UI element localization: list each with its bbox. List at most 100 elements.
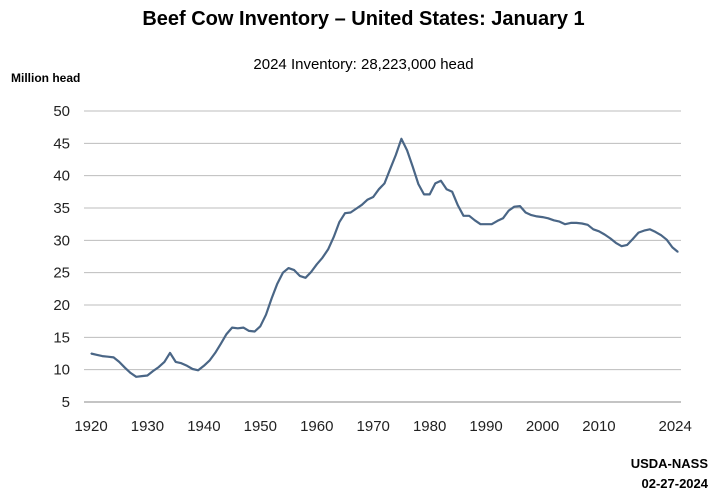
data-point [304, 277, 307, 279]
y-axis-label: Million head [11, 71, 81, 85]
data-point [666, 239, 668, 241]
data-point [609, 237, 611, 239]
data-point [107, 356, 109, 358]
data-point [626, 244, 628, 246]
data-point [598, 230, 600, 232]
data-point [361, 204, 363, 206]
data-point [101, 355, 103, 357]
data-point [395, 154, 397, 156]
data-point [445, 188, 448, 190]
data-point [276, 283, 278, 285]
chart-title: Beef Cow Inventory – United States: Janu… [142, 8, 585, 30]
data-point [615, 242, 617, 244]
data-point [197, 369, 199, 371]
data-point [366, 198, 369, 201]
y-tick-label: 25 [53, 265, 70, 282]
data-point [558, 220, 561, 223]
data-point [632, 238, 634, 240]
data-point [491, 223, 493, 225]
data-point [378, 188, 380, 190]
data-point [468, 215, 470, 217]
data-point [220, 343, 222, 345]
x-tick-label: 2000 [526, 418, 559, 435]
data-point [242, 327, 244, 329]
x-tick-label: 1920 [74, 418, 107, 435]
y-tick-label: 45 [53, 135, 70, 152]
data-point [350, 211, 352, 214]
data-point [671, 246, 673, 249]
x-tick-label: 1960 [300, 418, 333, 435]
data-point [417, 183, 419, 185]
data-point [479, 223, 482, 225]
data-point [237, 327, 239, 329]
x-tick-label: 1980 [413, 418, 446, 435]
data-point [180, 362, 182, 364]
data-point [564, 223, 566, 225]
data-point [225, 333, 228, 335]
y-tick-label: 40 [53, 168, 70, 185]
data-point [203, 365, 205, 367]
data-point [96, 354, 98, 356]
data-point [412, 166, 414, 168]
data-point [496, 220, 498, 222]
source-date: 02-27-2024 [641, 476, 709, 491]
y-tick-label: 15 [53, 329, 70, 346]
data-point [389, 168, 391, 170]
data-point [587, 224, 589, 226]
data-point [372, 196, 374, 198]
data-point [547, 217, 549, 219]
data-point [525, 211, 527, 214]
data-point [231, 327, 233, 329]
data-point [536, 215, 538, 218]
data-point [400, 138, 403, 140]
data-point [508, 209, 510, 212]
y-tick-label: 20 [53, 297, 70, 314]
data-point [530, 214, 532, 216]
data-point [654, 231, 657, 233]
data-point [152, 370, 154, 372]
data-point [214, 352, 216, 354]
x-tick-label: 2010 [582, 418, 615, 435]
data-point [592, 228, 594, 230]
data-point [485, 223, 487, 225]
data-point [344, 212, 346, 214]
data-point [118, 361, 120, 363]
data-point [259, 325, 261, 327]
data-point [129, 372, 132, 374]
data-point [423, 193, 425, 196]
data-point [440, 180, 442, 182]
data-point [570, 222, 572, 224]
data-point [333, 236, 335, 238]
data-point [191, 368, 194, 370]
data-point [282, 272, 284, 274]
data-point [146, 374, 149, 377]
data-point [169, 352, 171, 354]
data-point [287, 267, 290, 269]
data-point [310, 271, 312, 273]
data-point [406, 149, 408, 152]
data-point [175, 361, 177, 363]
data-point [135, 376, 137, 378]
data-point [581, 222, 583, 225]
x-tick-label: 1990 [469, 418, 502, 435]
data-point [451, 191, 453, 193]
data-point [316, 263, 318, 265]
x-tick-label: 2024 [658, 418, 691, 435]
data-point [158, 366, 160, 368]
x-tick-label: 1970 [357, 418, 390, 435]
data-point [327, 248, 329, 250]
data-point [254, 330, 256, 333]
data-point [513, 206, 515, 208]
data-point [293, 269, 295, 271]
data-point [575, 222, 578, 224]
data-point [519, 205, 521, 207]
data-point [643, 230, 645, 232]
data-point [248, 330, 250, 332]
data-point [265, 314, 267, 316]
data-point [355, 208, 357, 210]
data-point [541, 216, 544, 218]
x-tick-label: 1940 [187, 418, 220, 435]
data-point [208, 360, 211, 362]
